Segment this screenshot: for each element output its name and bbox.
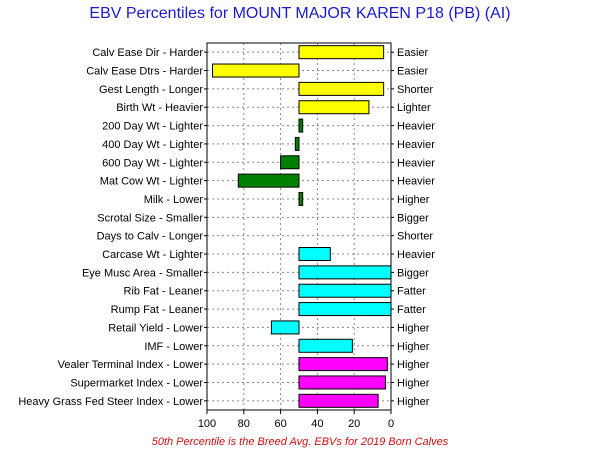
trait-label-right: Fatter xyxy=(397,304,426,316)
trait-label-left: Milk - Lower xyxy=(144,194,204,206)
trait-label-right: Heavier xyxy=(397,157,435,169)
trait-label-left: Days to Calv - Longer xyxy=(97,231,204,243)
trait-label-right: Higher xyxy=(397,377,430,389)
trait-label-left: Scrotal Size - Smaller xyxy=(97,212,203,224)
trait-label-right: Shorter xyxy=(397,231,433,243)
trait-label-right: Bigger xyxy=(397,212,429,224)
trait-label-right: Easier xyxy=(397,47,429,59)
bar xyxy=(298,283,392,298)
bar xyxy=(298,247,331,262)
trait-label-right: Higher xyxy=(397,396,430,408)
bar xyxy=(298,357,388,372)
trait-label-right: Heavier xyxy=(397,139,435,151)
trait-label-left: Heavy Grass Fed Steer Index - Lower xyxy=(18,396,203,408)
x-tick-label: 100 xyxy=(198,418,216,430)
trait-label-left: Supermarket Index - Lower xyxy=(70,377,203,389)
trait-label-right: Heavier xyxy=(397,121,435,133)
bar xyxy=(280,155,300,170)
bar xyxy=(237,173,300,188)
trait-label-left: Calv Ease Dtrs - Harder xyxy=(86,66,203,78)
trait-label-right: Shorter xyxy=(397,84,433,96)
trait-label-left: Birth Wt - Heavier xyxy=(116,102,203,114)
trait-label-left: Vealer Terminal Index - Lower xyxy=(58,359,204,371)
x-tick-label: 80 xyxy=(238,418,250,430)
bar xyxy=(298,100,370,115)
trait-label-left: 600 Day Wt - Lighter xyxy=(102,157,203,169)
trait-label-right: Lighter xyxy=(397,102,431,114)
trait-label-left: Carcase Wt - Lighter xyxy=(102,249,203,261)
trait-label-right: Easier xyxy=(397,66,429,78)
trait-label-left: 200 Day Wt - Lighter xyxy=(102,121,203,133)
trait-label-left: Rump Fat - Leaner xyxy=(111,304,204,316)
bar xyxy=(298,45,385,60)
bar xyxy=(270,320,300,335)
bar xyxy=(298,393,379,408)
trait-label-left: Mat Cow Wt - Lighter xyxy=(100,176,204,188)
trait-label-right: Higher xyxy=(397,359,430,371)
trait-label-left: Eye Musc Area - Smaller xyxy=(82,267,203,279)
trait-label-left: Retail Yield - Lower xyxy=(108,322,203,334)
bar xyxy=(294,136,300,151)
trait-label-right: Higher xyxy=(397,341,430,353)
x-tick-label: 40 xyxy=(311,418,323,430)
x-tick-label: 0 xyxy=(388,418,394,430)
bar xyxy=(298,81,385,96)
trait-label-right: Bigger xyxy=(397,267,429,279)
trait-label-left: Gest Length - Longer xyxy=(99,84,203,96)
trait-label-right: Heavier xyxy=(397,176,435,188)
bar xyxy=(298,265,392,280)
bar xyxy=(298,302,392,317)
x-tick-label: 60 xyxy=(274,418,286,430)
trait-label-right: Higher xyxy=(397,322,430,334)
plot-frame xyxy=(206,42,392,411)
x-tick-label: 20 xyxy=(348,418,360,430)
bar xyxy=(298,191,304,206)
bar xyxy=(298,118,304,133)
chart-footnote: 50th Percentile is the Breed Avg. EBVs f… xyxy=(151,436,449,448)
trait-label-left: Calv Ease Dir - Harder xyxy=(92,47,203,59)
chart-title: EBV Percentiles for MOUNT MAJOR KAREN P1… xyxy=(89,5,511,22)
trait-label-right: Higher xyxy=(397,194,430,206)
bar xyxy=(212,63,300,78)
trait-label-right: Fatter xyxy=(397,286,426,298)
trait-label-left: 400 Day Wt - Lighter xyxy=(102,139,203,151)
trait-label-left: IMF - Lower xyxy=(144,341,203,353)
trait-label-left: Rib Fat - Leaner xyxy=(124,286,204,298)
bar xyxy=(298,375,386,390)
trait-label-right: Heavier xyxy=(397,249,435,261)
bar xyxy=(298,338,353,353)
